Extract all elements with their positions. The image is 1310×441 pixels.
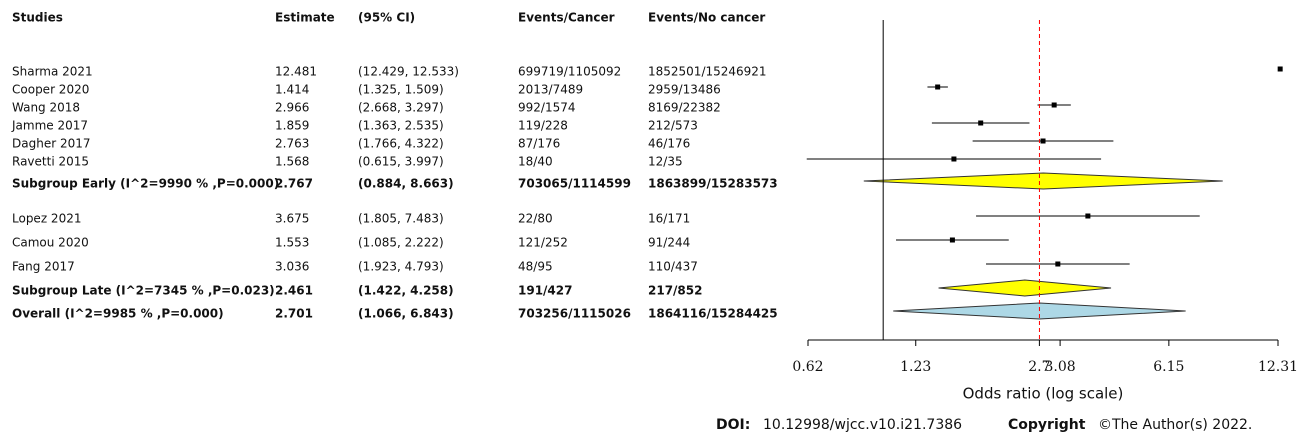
- table-cell: 46/176: [648, 137, 690, 151]
- table-cell: 1.553: [275, 236, 309, 250]
- table-cell: 2.767: [275, 177, 313, 191]
- table-cell: 8169/22382: [648, 101, 721, 115]
- column-header: Events/No cancer: [648, 11, 765, 25]
- table-cell: Lopez 2021: [12, 212, 81, 226]
- table-cell: 2.763: [275, 137, 309, 151]
- table-cell: 12/35: [648, 155, 683, 169]
- table-cell: Subgroup Late (I^2=7345 % ,P=0.023): [12, 284, 275, 298]
- summary-diamond: [938, 279, 1112, 297]
- table-cell: 12.481: [275, 65, 317, 79]
- table-cell: 217/852: [648, 284, 702, 298]
- table-cell: Fang 2017: [12, 260, 75, 274]
- column-header: Estimate: [275, 11, 335, 25]
- doi: 10.12998/wjcc.v10.i21.7386: [763, 417, 962, 433]
- table-cell: 699719/1105092: [518, 65, 621, 79]
- point-estimate: [949, 237, 955, 243]
- table-cell: 1864116/15284425: [648, 307, 778, 321]
- table-cell: Ravetti 2015: [12, 155, 89, 169]
- table-cell: (1.363, 2.535): [358, 119, 444, 133]
- x-tick-label: 0.62: [792, 359, 823, 375]
- table-cell: 16/171: [648, 212, 690, 226]
- table-cell: 18/40: [518, 155, 553, 169]
- table-cell: 1852501/15246921: [648, 65, 767, 79]
- table-cell: 91/244: [648, 236, 690, 250]
- table-cell: 87/176: [518, 137, 560, 151]
- point-estimate: [951, 156, 957, 162]
- table-cell: 1.568: [275, 155, 309, 169]
- table-cell: Sharma 2021: [12, 65, 93, 79]
- point-estimate: [1277, 66, 1283, 72]
- table-cell: Dagher 2017: [12, 137, 91, 151]
- x-tick-label: 1.23: [900, 359, 931, 375]
- table-cell: 1863899/15283573: [648, 177, 778, 191]
- point-estimate: [1085, 213, 1091, 219]
- table-cell: 110/437: [648, 260, 698, 274]
- point-estimate: [978, 120, 984, 126]
- table-cell: (0.884, 8.663): [358, 177, 454, 191]
- table-cell: 3.036: [275, 260, 309, 274]
- table-cell: Cooper 2020: [12, 83, 89, 97]
- table-cell: Wang 2018: [12, 101, 80, 115]
- table-cell: Camou 2020: [12, 236, 89, 250]
- point-estimate: [935, 84, 941, 90]
- table-cell: (12.429, 12.533): [358, 65, 459, 79]
- table-cell: (1.766, 4.322): [358, 137, 444, 151]
- column-header: (95% CI): [358, 11, 415, 25]
- x-tick-label: 12.31: [1258, 359, 1298, 375]
- x-tick-label: 3.08: [1045, 359, 1076, 375]
- table-cell: 703065/1114599: [518, 177, 631, 191]
- table-cell: (1.422, 4.258): [358, 284, 454, 298]
- table-cell: Jamme 2017: [11, 119, 88, 133]
- table-cell: (2.668, 3.297): [358, 101, 444, 115]
- point-estimate: [1040, 138, 1046, 144]
- summary-diamond: [863, 172, 1223, 190]
- table-cell: 2.461: [275, 284, 313, 298]
- x-tick-label: 6.15: [1153, 359, 1184, 375]
- table-cell: 2013/7489: [518, 83, 583, 97]
- table-cell: 191/427: [518, 284, 572, 298]
- table-cell: 119/228: [518, 119, 568, 133]
- table-cell: 48/95: [518, 260, 553, 274]
- copyright-label: Copyright: [1008, 417, 1086, 433]
- table-cell: 1.414: [275, 83, 309, 97]
- table-cell: 22/80: [518, 212, 553, 226]
- x-tick-label: 2.7: [1028, 359, 1050, 375]
- table-cell: 1.859: [275, 119, 309, 133]
- doi-label: DOI:: [716, 417, 750, 433]
- table-cell: 2.701: [275, 307, 313, 321]
- point-estimate: [1055, 261, 1061, 267]
- table-cell: 212/573: [648, 119, 698, 133]
- table-cell: (0.615, 3.997): [358, 155, 444, 169]
- table-cell: 703256/1115026: [518, 307, 631, 321]
- copyright: ©The Author(s) 2022.: [1098, 417, 1252, 433]
- table-cell: (1.805, 7.483): [358, 212, 444, 226]
- table-cell: 992/1574: [518, 101, 576, 115]
- point-estimate: [1051, 102, 1057, 108]
- table-cell: 3.675: [275, 212, 309, 226]
- table-cell: 121/252: [518, 236, 568, 250]
- column-header: Events/Cancer: [518, 11, 615, 25]
- table-cell: (1.923, 4.793): [358, 260, 444, 274]
- plot-area: [806, 66, 1283, 320]
- column-header: Studies: [12, 11, 63, 25]
- table-cell: 2.966: [275, 101, 309, 115]
- table-cell: Subgroup Early (I^2=9990 % ,P=0.000): [12, 177, 279, 191]
- table-cell: (1.085, 2.222): [358, 236, 444, 250]
- table-cell: (1.325, 1.509): [358, 83, 444, 97]
- table-cell: Overall (I^2=9985 % ,P=0.000): [12, 307, 224, 321]
- table-cell: (1.066, 6.843): [358, 307, 454, 321]
- table-cell: 2959/13486: [648, 83, 721, 97]
- x-axis-label: Odds ratio (log scale): [963, 385, 1124, 403]
